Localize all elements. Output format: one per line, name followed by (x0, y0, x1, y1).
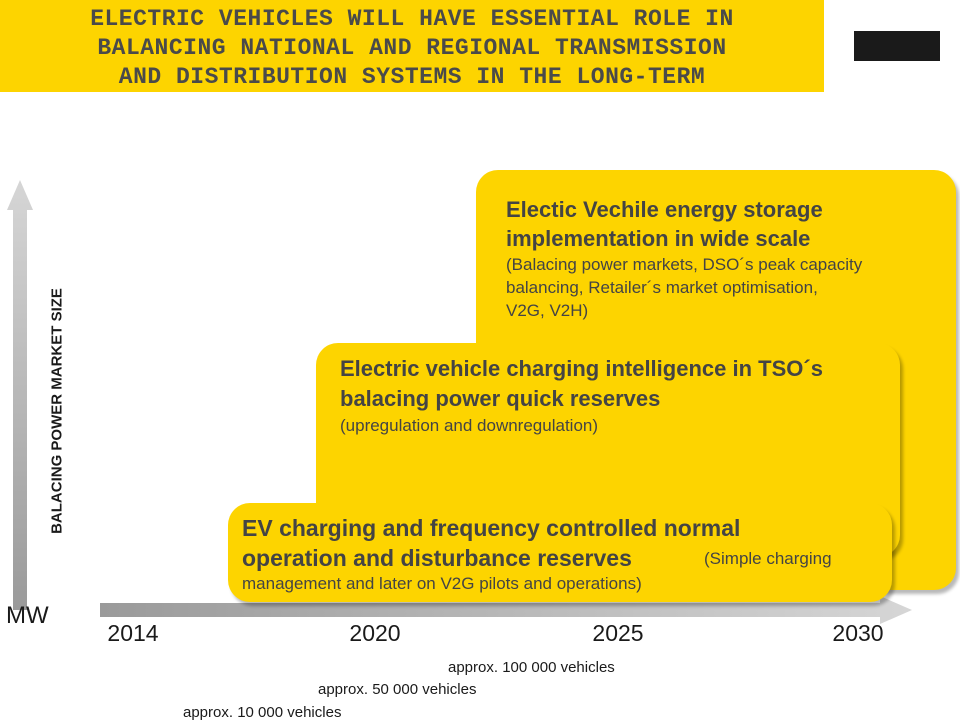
stage-detail-1b: balancing, Retailer´s market optimisatio… (506, 278, 818, 297)
title-banner: ELECTRIC VEHICLES WILL HAVE ESSENTIAL RO… (0, 0, 824, 92)
x-axis-arrow (100, 596, 912, 624)
title-line-2: BALANCING NATIONAL AND REGIONAL TRANSMIS… (97, 35, 727, 61)
y-axis-label: BALACING POWER MARKET SIZE (48, 288, 66, 534)
year-label-2030: 2030 (832, 620, 884, 646)
stage-detail-3a: (Simple charging (704, 549, 832, 568)
stage-heading-2b: balacing power quick reserves (340, 386, 661, 411)
stage-detail-2a: (upregulation and downregulation) (340, 416, 599, 435)
y-axis-unit: MW (6, 602, 49, 629)
stage-heading-3a: EV charging and frequency controlled nor… (242, 515, 741, 541)
stage-heading-2a: Electric vehicle charging intelligence i… (340, 356, 823, 381)
stage-heading-3b: operation and disturbance reserves (242, 545, 632, 571)
virta-logo (854, 31, 940, 61)
stage-box-frequency-reserves: EV charging and frequency controlled nor… (228, 503, 892, 602)
stage-heading-1a: Electic Vechile energy storage (506, 197, 823, 222)
vehicle-count-10000: approx. 10 000 vehicles (183, 704, 342, 721)
title-line-1: ELECTRIC VEHICLES WILL HAVE ESSENTIAL RO… (90, 6, 734, 32)
year-label-2020: 2020 (349, 620, 401, 646)
stage-detail-1c: V2G, V2H) (506, 301, 589, 320)
stage-detail-1a: (Balacing power markets, DSO´s peak capa… (506, 255, 863, 274)
vehicle-count-50000: approx. 50 000 vehicles (318, 681, 477, 698)
vehicle-count-100000: approx. 100 000 vehicles (448, 659, 615, 676)
year-label-2025: 2025 (592, 620, 644, 646)
title-line-3: AND DISTRIBUTION SYSTEMS IN THE LONG-TER… (118, 64, 706, 90)
y-axis-arrow (7, 180, 33, 610)
stage-detail-3b: management and later on V2G pilots and o… (242, 574, 642, 593)
stage-heading-1b: implementation in wide scale (506, 226, 811, 251)
year-label-2014: 2014 (107, 620, 159, 646)
